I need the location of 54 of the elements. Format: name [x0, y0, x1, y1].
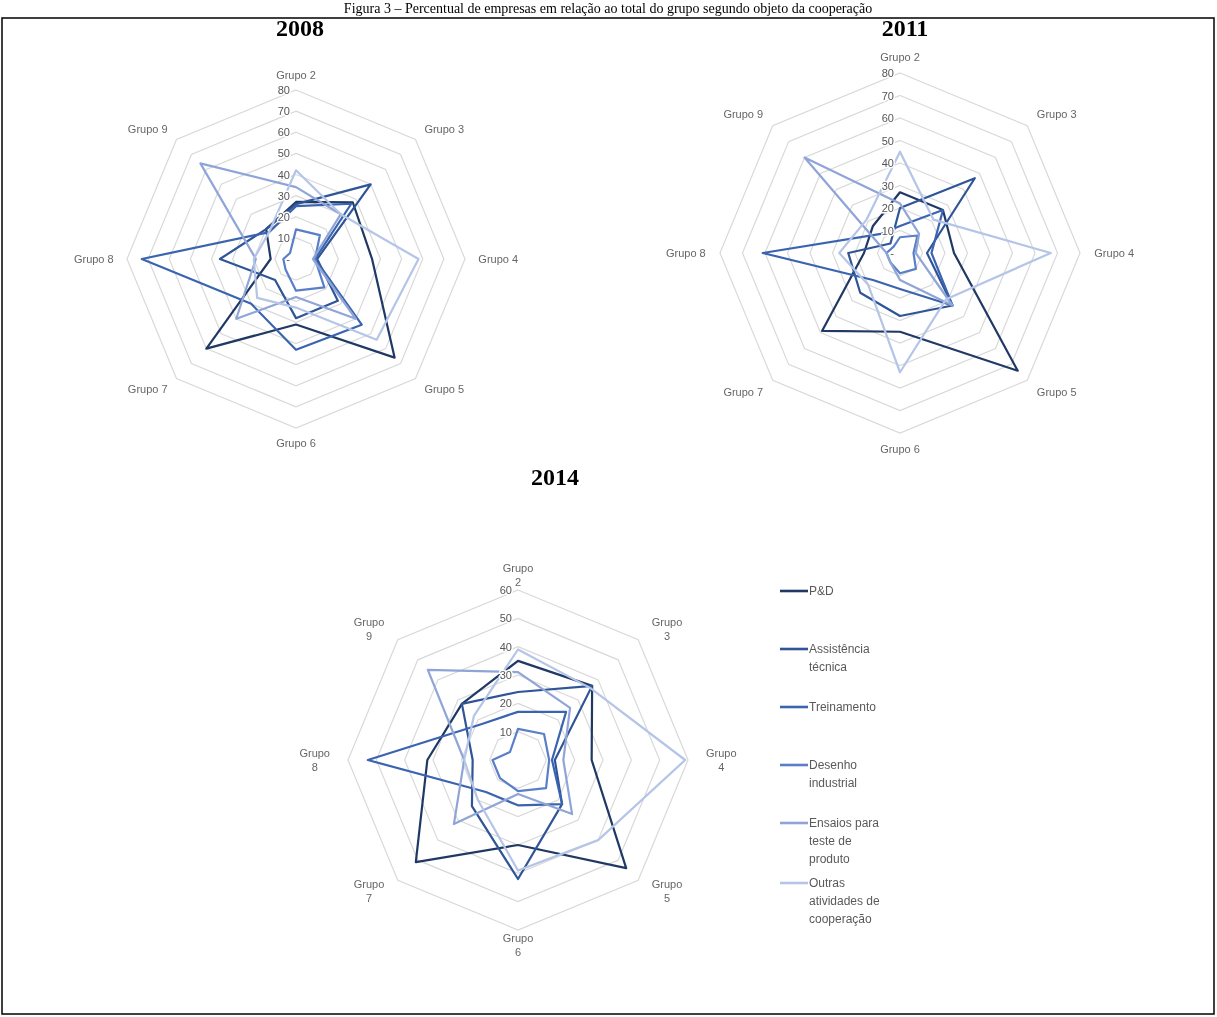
spoke-label: Grupo 7 [723, 385, 764, 398]
chart-title: 2011 [881, 15, 929, 41]
y-tick-label: 50 [499, 612, 512, 625]
spoke-label: Grupo 7 [353, 878, 385, 905]
spoke-label: Grupo 6 [880, 443, 920, 456]
y-tick-label: 10 [881, 224, 894, 237]
y-tick-label: 40 [499, 640, 512, 653]
y-tick-label: 70 [277, 105, 290, 118]
y-tick-label: 50 [277, 147, 290, 160]
spoke-label: Grupo 8 [73, 253, 114, 265]
y-tick-label: 40 [881, 157, 894, 169]
spoke-label: Grupo 8 [665, 247, 706, 259]
spoke-label: Grupo 5 [651, 878, 683, 905]
y-tick-label: 40 [277, 168, 290, 181]
y-tick-label: 50 [881, 134, 894, 147]
y-tick-label: 60 [499, 584, 512, 596]
spoke-label: Grupo 8 [299, 747, 330, 773]
spoke-label: Grupo 2 [880, 50, 920, 63]
y-tick-label: 30 [277, 189, 290, 202]
y-tick-label: 10 [277, 231, 290, 244]
text: Figura 3 – Percentual de empresas em relação ao total do grupo segundo objeto da cooperação [343, 1, 873, 16]
chart-title: 2014 [531, 464, 579, 490]
y-tick-label: 80 [277, 84, 290, 96]
legend-label: Outras atividades de cooperação [809, 876, 881, 926]
spoke-label: Grupo 4 [706, 747, 737, 773]
legend-label: Desenho industrial [809, 758, 858, 790]
spoke-label: Grupo 3 [651, 615, 683, 642]
legend-label: Ensaios para teste de produto [809, 816, 880, 866]
spoke-label: Grupo 4 [478, 253, 519, 265]
y-tick-label: - [890, 247, 895, 259]
y-tick-label: 60 [881, 112, 894, 124]
y-tick-label: 20 [499, 697, 512, 710]
y-tick-label: 60 [277, 126, 290, 139]
spoke-label: Grupo 3 [1036, 108, 1077, 121]
y-tick-label: - [286, 253, 291, 265]
spoke-label: Grupo 4 [1094, 247, 1135, 259]
spoke-label: Grupo 7 [127, 383, 168, 396]
legend-label: Assistência técnica [809, 642, 871, 674]
spoke-label: Grupo 6 [276, 437, 316, 450]
spoke-label: Grupo 6 [502, 932, 534, 959]
spoke-label: Grupo 9 [127, 122, 168, 135]
spoke-label: Grupo 9 [353, 615, 385, 642]
spoke-label: Grupo 5 [1036, 385, 1077, 398]
spoke-label: Grupo 5 [424, 383, 465, 396]
legend-label: Treinamento [809, 700, 877, 714]
chart-title: 2008 [276, 15, 324, 41]
legend-label: P&D [809, 584, 835, 598]
y-tick-label: 30 [881, 179, 894, 192]
y-tick-label: 10 [499, 725, 512, 738]
spoke-label: Grupo 9 [723, 108, 764, 121]
y-tick-label: 80 [881, 67, 894, 79]
y-tick-label: 70 [881, 89, 894, 102]
spoke-label: Grupo 2 [276, 68, 316, 81]
spoke-label: Grupo 3 [424, 122, 465, 135]
